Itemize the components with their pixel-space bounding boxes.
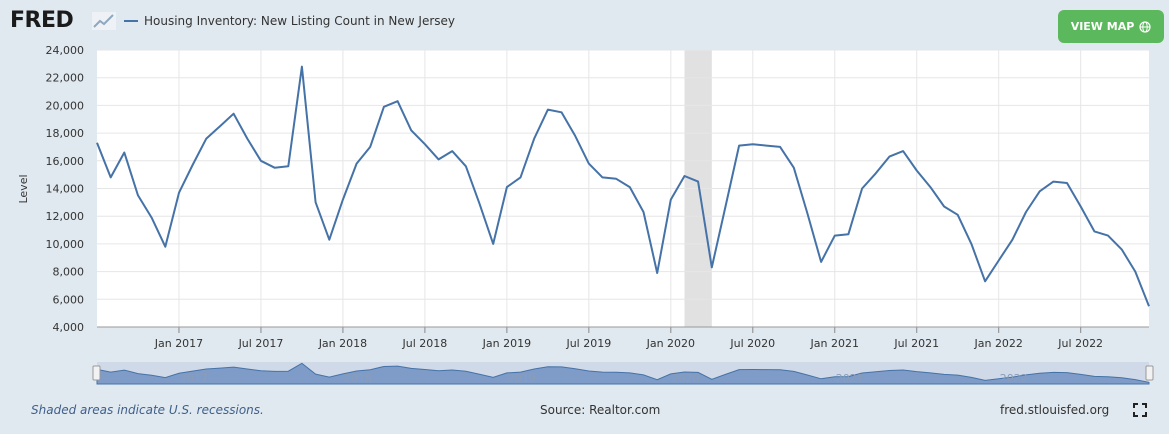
chart-line-icon: [92, 12, 116, 30]
x-tick-label: Jul 2019: [565, 337, 611, 350]
y-tick-label: 8,000: [53, 266, 85, 279]
navigator-year-label: 2022: [1000, 372, 1028, 385]
x-tick-label: Jul 2022: [1057, 337, 1103, 350]
y-tick-label: 14,000: [46, 183, 85, 196]
source-text: Source: Realtor.com: [540, 403, 661, 417]
series-line: [96, 65, 1150, 307]
x-tick-label: Jan 2021: [810, 337, 859, 350]
fullscreen-icon[interactable]: [1133, 403, 1147, 417]
navigator[interactable]: 2017 2018 2019 2020 2021 2022: [92, 362, 1154, 385]
view-map-button[interactable]: VIEW MAP: [1058, 10, 1164, 43]
chart-legend: Housing Inventory: New Listing Count in …: [124, 14, 455, 28]
y-tick-label: 20,000: [46, 99, 85, 112]
x-tick-label: Jan 2017: [154, 337, 203, 350]
x-tick-label: Jul 2021: [893, 337, 939, 350]
x-tick-label: Jan 2018: [318, 337, 367, 350]
x-tick-label: Jul 2017: [238, 337, 284, 350]
y-tick-label: 18,000: [46, 127, 85, 140]
legend-swatch: [124, 20, 138, 22]
navigator-handle-left[interactable]: [92, 365, 101, 381]
navigator-year-label: 2019: [508, 372, 536, 385]
y-tick-label: 10,000: [46, 238, 85, 251]
view-map-label: VIEW MAP: [1070, 20, 1135, 33]
x-tick-label: Jul 2018: [402, 337, 448, 350]
y-tick-label: 22,000: [46, 72, 85, 85]
y-tick-label: 16,000: [46, 155, 85, 168]
navigator-year-label: 2017: [180, 372, 208, 385]
y-tick-label: 24,000: [46, 44, 85, 57]
navigator-handle-right[interactable]: [1145, 365, 1154, 381]
navigator-area: [96, 362, 1150, 385]
y-tick-label: 4,000: [53, 321, 85, 334]
legend-label: Housing Inventory: New Listing Count in …: [144, 14, 456, 28]
site-link[interactable]: fred.stlouisfed.org: [1000, 403, 1110, 417]
recession-note: Shaded areas indicate U.S. recessions.: [31, 403, 264, 417]
fred-logo[interactable]: FRED: [10, 8, 74, 33]
y-tick-label: 6,000: [53, 293, 85, 306]
x-tick-label: Jan 2019: [482, 337, 531, 350]
x-tick-label: Jul 2020: [729, 337, 775, 350]
navigator-year-label: 2021: [836, 372, 864, 385]
navigator-year-label: 2020: [672, 372, 700, 385]
navigator-year-label: 2018: [344, 372, 372, 385]
x-tick-label: Jan 2022: [973, 337, 1022, 350]
y-tick-label: 12,000: [46, 210, 85, 223]
y-axis-label: Level: [17, 174, 30, 203]
chart: 4,000 6,000 8,000 10,000 12,000 14,000 16,000 1…: [17, 44, 1154, 385]
globe-icon: [1139, 20, 1151, 33]
x-tick-label: Jan 2020: [646, 337, 695, 350]
